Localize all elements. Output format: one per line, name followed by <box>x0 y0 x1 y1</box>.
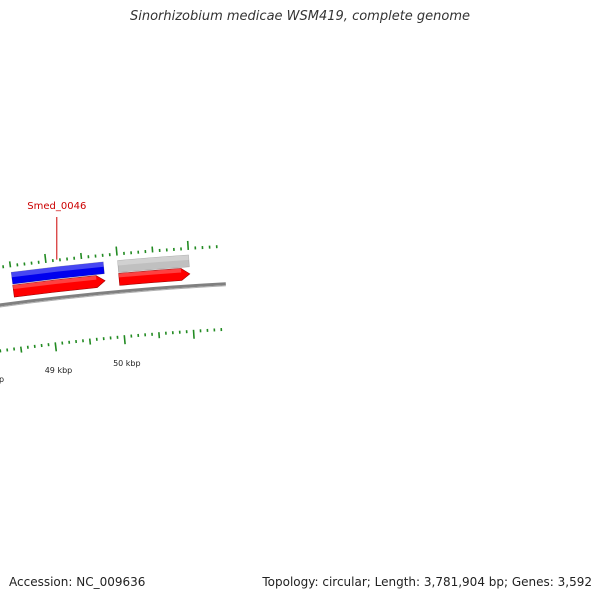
inner-tick <box>192 329 195 339</box>
genome-backbone-shadow <box>0 285 226 308</box>
outer-tick <box>115 246 118 256</box>
cds-track <box>12 268 191 298</box>
gene-band <box>117 254 190 273</box>
outer-tick <box>8 261 12 268</box>
gene-track <box>10 254 190 285</box>
outer-tick <box>44 253 47 264</box>
gene-band-highlight <box>117 254 189 266</box>
scale-label-group: 43 kbp44 kbp45 kbp46 kbp47 kbp48 kbp49 k… <box>0 359 141 384</box>
inner-tick <box>88 338 92 345</box>
gene-label: Smed_0046 <box>27 201 86 212</box>
gene-band-highlight <box>11 261 104 278</box>
scale-label: 50 kbp <box>113 359 141 368</box>
inner-tick <box>123 335 126 345</box>
outer-tick-track <box>2 240 218 269</box>
inner-tick-track <box>0 328 223 353</box>
map-title: Sinorhizobium medicae WSM419, complete g… <box>129 9 471 24</box>
inner-tick <box>54 342 58 352</box>
cds-arrow <box>118 268 191 286</box>
gene-band <box>10 261 105 285</box>
outer-tick <box>80 252 83 260</box>
outer-tick <box>186 240 190 250</box>
gene-label-group: Smed_0041Smed_0042Smed_0043IntSmed_0045S… <box>27 201 86 260</box>
genome-summary: Topology: circular; Length: 3,781,904 bp… <box>262 575 592 589</box>
cds-highlight <box>12 275 97 290</box>
inner-tick <box>19 346 23 353</box>
cds-arrow <box>12 275 106 298</box>
scale-label: 48 kbp <box>0 375 4 384</box>
genome-backbone <box>0 282 226 307</box>
accession-label: Accession: NC_009636 <box>9 575 146 589</box>
cds-highlight <box>118 268 182 278</box>
scale-label: 49 kbp <box>45 366 73 375</box>
